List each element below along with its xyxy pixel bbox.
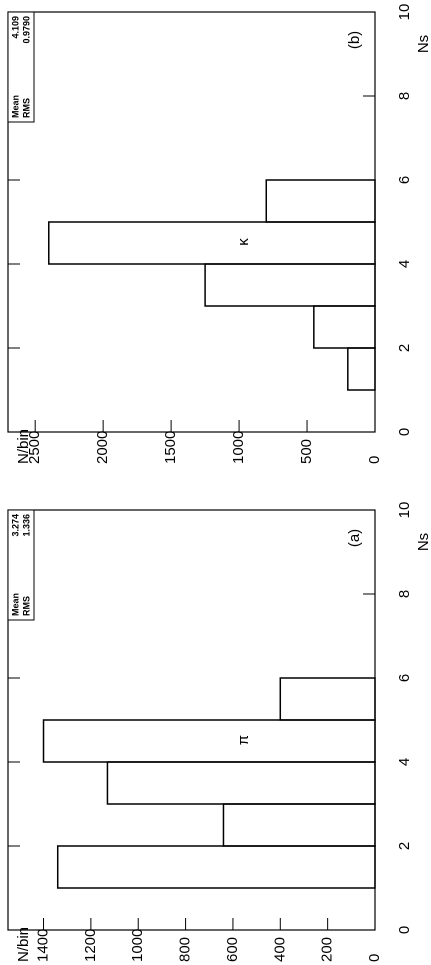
x-axis-label: Ns [415,533,431,551]
y-tick-label: 2000 [94,431,111,464]
stats-box [7,509,35,621]
histogram-bin [313,305,376,349]
x-tick-label: 0 [396,926,413,934]
histogram-bin [222,803,376,847]
y-tick-label: 1200 [82,929,99,962]
histogram-bin [265,179,376,223]
panel-label: (b) [346,31,363,49]
histogram-bin [204,263,376,307]
histogram-bin [56,845,376,889]
x-tick-label: 8 [396,92,413,100]
histogram-bin [106,761,376,805]
histogram-bin [42,719,376,763]
y-tick-label: 1500 [162,431,179,464]
y-tick-label: 600 [224,937,241,962]
histogram-bin [347,347,376,391]
y-axis-label: N/bin [15,429,32,464]
stat-label: Mean [10,593,20,616]
y-tick-label: 1000 [129,929,146,962]
y-tick-label: 2500 [26,431,43,464]
stat-label: RMS [21,98,31,118]
panel-label: (a) [346,529,363,547]
stats-box [7,11,35,123]
y-tick-label: 200 [319,937,336,962]
x-tick-label: 2 [396,842,413,850]
stat-value: 3.274 [10,514,20,537]
y-axis-label: N/bin [15,927,32,962]
x-axis-label: Ns [415,35,431,53]
stat-value: 4.109 [10,16,20,39]
y-tick-label: 1000 [230,431,247,464]
x-tick-label: 8 [396,590,413,598]
y-tick-label: 800 [177,937,194,962]
y-tick-label: 500 [298,439,315,464]
x-tick-label: 6 [396,176,413,184]
y-tick-label: 0 [366,456,383,464]
y-tick-label: 400 [271,937,288,962]
x-tick-label: 0 [396,428,413,436]
histogram-bin [48,221,376,265]
x-tick-label: 4 [396,260,413,268]
particle-label: κ [235,238,252,246]
histogram-bin [279,677,376,721]
x-tick-label: 10 [396,502,413,519]
stat-value: 0.9790 [21,16,31,44]
x-tick-label: 6 [396,674,413,682]
particle-label: π [235,735,252,745]
x-tick-label: 4 [396,758,413,766]
x-tick-label: 2 [396,344,413,352]
stat-label: RMS [21,596,31,616]
y-tick-label: 1400 [34,929,51,962]
x-tick-label: 10 [396,4,413,21]
stat-value: 1.336 [21,514,31,537]
stat-label: Mean [10,95,20,118]
y-tick-label: 0 [366,954,383,962]
